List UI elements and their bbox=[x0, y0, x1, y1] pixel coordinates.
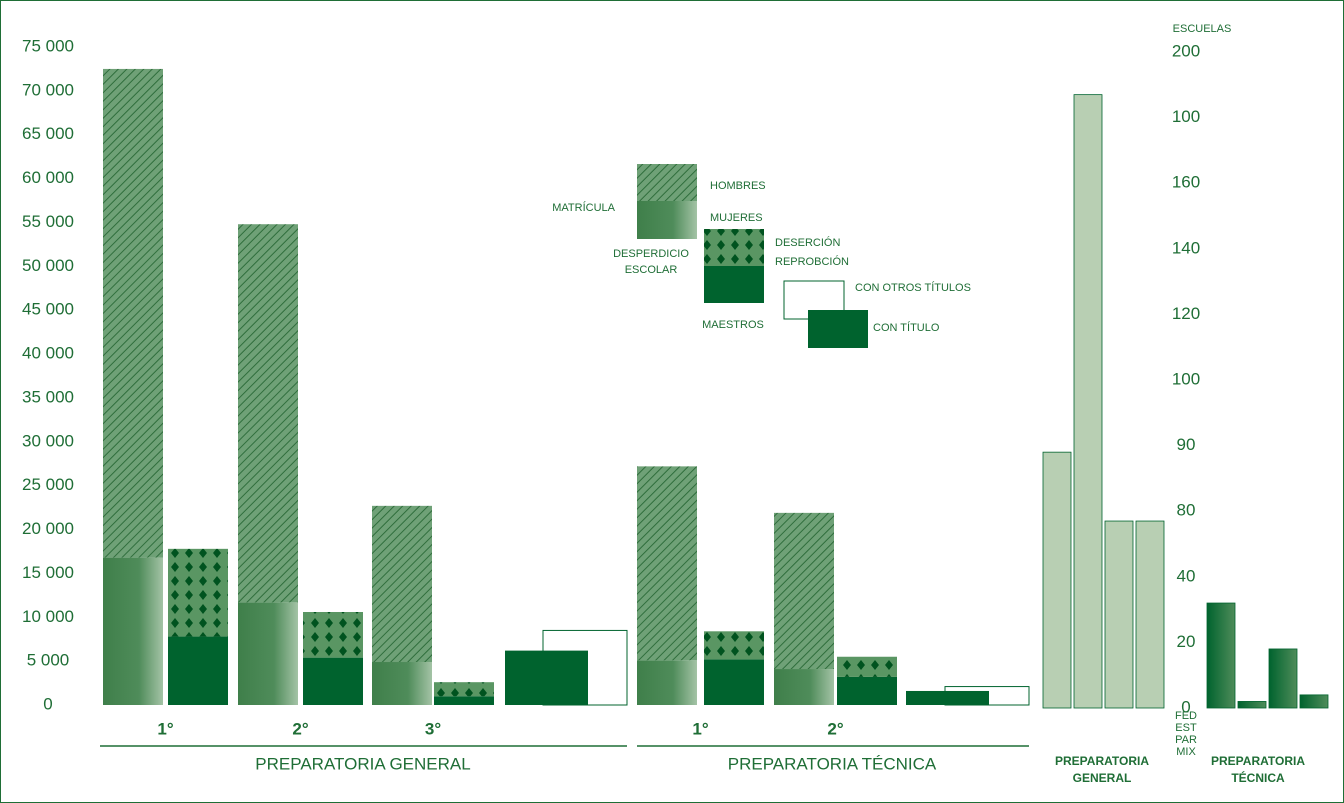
matricula-hombres bbox=[238, 224, 298, 603]
x-tick-label: MIX bbox=[1176, 746, 1196, 758]
matricula-hombres bbox=[372, 505, 432, 663]
y-tick-label: 5 000 bbox=[27, 651, 70, 670]
y-tick-label: 60 000 bbox=[22, 168, 74, 187]
school-bar bbox=[1135, 520, 1165, 709]
desercion bbox=[837, 656, 897, 677]
y-tick-label: 20 bbox=[1177, 632, 1196, 651]
y-tick-label: 75 000 bbox=[22, 36, 74, 55]
y-tick-label: 15 000 bbox=[22, 563, 74, 582]
y-tick-label: 200 bbox=[1172, 41, 1200, 60]
y-tick-label: 140 bbox=[1172, 238, 1200, 257]
reprobacion bbox=[303, 657, 363, 705]
con-titulo bbox=[906, 690, 989, 705]
x-tick-label: 2° bbox=[292, 719, 308, 738]
y-tick-label: 0 bbox=[43, 694, 52, 713]
group-label: PREPARATORIA GENERAL bbox=[255, 754, 470, 773]
school-bar bbox=[1104, 520, 1134, 709]
legend-swatch bbox=[704, 266, 764, 303]
reprobacion bbox=[168, 636, 228, 705]
y-tick-label: 160 bbox=[1172, 173, 1200, 192]
matricula-mujeres bbox=[238, 602, 298, 705]
reprobacion bbox=[434, 696, 494, 705]
desercion bbox=[168, 548, 228, 637]
legend-label: REPROBCIÓN bbox=[775, 255, 849, 268]
y-tick-label: 40 000 bbox=[22, 344, 74, 363]
y-tick-label: 20 000 bbox=[22, 519, 74, 538]
matricula-mujeres bbox=[372, 662, 432, 705]
y-tick-label: 80 bbox=[1177, 501, 1196, 520]
school-bar bbox=[1268, 648, 1298, 709]
y-tick-label: 25 000 bbox=[22, 475, 74, 494]
x-tick-label: 1° bbox=[692, 719, 708, 738]
group-label: PREPARATORIA TÉCNICA bbox=[728, 754, 937, 773]
y-tick-label: 65 000 bbox=[22, 124, 74, 143]
legend-label: ESCOLAR bbox=[625, 264, 678, 276]
matricula-mujeres bbox=[103, 557, 163, 705]
legend-label: MAESTROS bbox=[702, 319, 764, 331]
x-tick-label: 1° bbox=[157, 719, 173, 738]
school-bar bbox=[1042, 451, 1072, 709]
x-tick-label: PAR bbox=[1175, 734, 1197, 746]
legend-label: MUJERES bbox=[710, 212, 763, 224]
school-bar bbox=[1299, 694, 1329, 709]
axis-title: ESCUELAS bbox=[1173, 23, 1232, 35]
reprobacion bbox=[837, 676, 897, 705]
reprobacion bbox=[704, 659, 764, 705]
matricula-mujeres bbox=[637, 660, 697, 705]
school-bar bbox=[1206, 602, 1236, 709]
desercion bbox=[303, 612, 363, 658]
legend-label: MATRÍCULA bbox=[552, 201, 615, 214]
group-label: TÉCNICA bbox=[1231, 770, 1285, 785]
y-tick-label: 35 000 bbox=[22, 387, 74, 406]
legend-label: CON OTROS TÍTULOS bbox=[855, 281, 971, 294]
desercion bbox=[704, 631, 764, 660]
y-tick-label: 50 000 bbox=[22, 256, 74, 275]
legend-swatch bbox=[704, 229, 764, 266]
y-tick-label: 0 bbox=[1181, 697, 1190, 716]
y-tick-label: 70 000 bbox=[22, 80, 74, 99]
y-tick-label: 30 000 bbox=[22, 431, 74, 450]
matricula-hombres bbox=[103, 68, 163, 558]
x-tick-label: EST bbox=[1175, 722, 1197, 734]
legend-label: HOMBRES bbox=[710, 180, 766, 192]
y-tick-label: 120 bbox=[1172, 304, 1200, 323]
legend-swatch bbox=[637, 201, 697, 239]
desercion bbox=[434, 682, 494, 697]
y-tick-label: 40 bbox=[1177, 566, 1196, 585]
matricula-mujeres bbox=[774, 669, 834, 705]
legend-label: DESERCIÓN bbox=[775, 236, 840, 249]
y-tick-label: 55 000 bbox=[22, 212, 74, 231]
legend-swatch bbox=[637, 164, 697, 201]
x-tick-label: FED bbox=[1175, 710, 1197, 722]
group-label: PREPARATORIA bbox=[1211, 754, 1305, 768]
matricula-hombres bbox=[774, 512, 834, 670]
y-tick-label: 90 bbox=[1177, 435, 1196, 454]
matricula-hombres bbox=[637, 466, 697, 661]
group-label: GENERAL bbox=[1073, 771, 1132, 785]
x-tick-label: 3° bbox=[425, 719, 441, 738]
y-tick-label: 10 000 bbox=[22, 607, 74, 626]
school-bar bbox=[1073, 94, 1103, 709]
con-titulo bbox=[505, 650, 588, 705]
group-label: PREPARATORIA bbox=[1055, 754, 1149, 768]
school-bar bbox=[1237, 701, 1267, 709]
legend-swatch bbox=[808, 310, 868, 348]
y-tick-label: 100 bbox=[1172, 369, 1200, 388]
legend-label: CON TÍTULO bbox=[873, 321, 940, 334]
legend-label: DESPERDICIO bbox=[613, 248, 689, 260]
y-tick-label: 45 000 bbox=[22, 300, 74, 319]
y-tick-label: 100 bbox=[1172, 107, 1200, 126]
x-tick-label: 2° bbox=[827, 719, 843, 738]
